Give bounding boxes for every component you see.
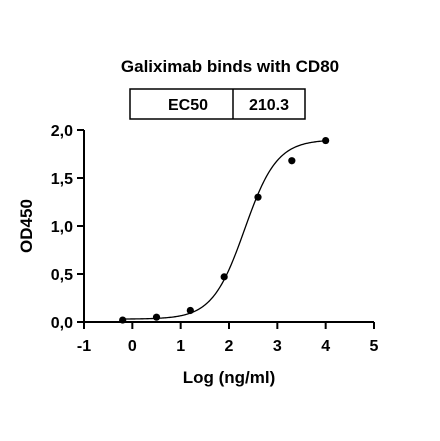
ec50-table-border bbox=[129, 88, 306, 120]
x-axis-label: Log (ng/ml) bbox=[183, 368, 276, 387]
data-point bbox=[322, 136, 330, 145]
x-tick-label: 4 bbox=[321, 338, 330, 355]
ec50-label: EC50 bbox=[168, 97, 208, 114]
x-tick-label: 3 bbox=[273, 338, 282, 355]
fit-curve bbox=[122, 140, 326, 320]
y-tick-label: 0,5 bbox=[51, 267, 73, 284]
data-point bbox=[186, 306, 194, 315]
y-tick-label: 0,0 bbox=[51, 315, 73, 332]
data-points bbox=[119, 136, 330, 324]
data-point bbox=[220, 273, 228, 281]
ec50-table: EC50 210.3 bbox=[129, 88, 306, 120]
y-axis-label: OD450 bbox=[17, 199, 36, 253]
x-axis: -1 0 1 2 3 4 5 bbox=[77, 321, 379, 355]
x-tick-label: 2 bbox=[225, 338, 234, 355]
x-tick-label: -1 bbox=[77, 338, 91, 355]
y-tick-label: 1,0 bbox=[51, 219, 73, 236]
data-point bbox=[152, 313, 161, 321]
y-tick-label: 2,0 bbox=[51, 123, 73, 140]
y-axis: 0,0 0,5 1,0 1,5 2,0 bbox=[51, 123, 85, 332]
y-tick-label: 1,5 bbox=[51, 171, 73, 188]
x-tick-label: 5 bbox=[370, 338, 379, 355]
y-ticks: 0,0 0,5 1,0 1,5 2,0 bbox=[51, 123, 84, 332]
x-tick-label: 0 bbox=[128, 338, 137, 355]
x-ticks: -1 0 1 2 3 4 5 bbox=[77, 322, 379, 355]
data-point bbox=[119, 316, 127, 324]
ec50-value: 210.3 bbox=[249, 97, 289, 114]
data-point bbox=[288, 157, 296, 165]
chart-title: Galiximab binds with CD80 bbox=[121, 57, 339, 76]
x-tick-label: 1 bbox=[176, 338, 185, 355]
data-point bbox=[254, 193, 262, 201]
